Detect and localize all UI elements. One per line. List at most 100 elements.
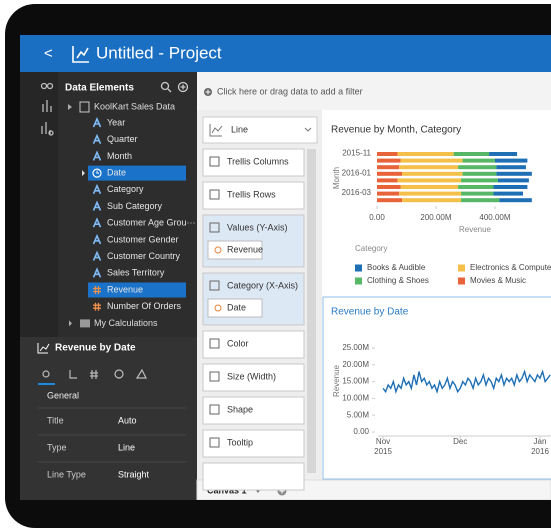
bar-segment [489, 152, 518, 156]
section-label: Category (X-Axis) [227, 280, 298, 290]
drop-target[interactable] [202, 396, 305, 425]
y-tick-label: 2016-03 [342, 188, 372, 197]
data-element[interactable]: Quarter [107, 134, 138, 144]
panel-tools[interactable] [160, 81, 189, 93]
bar-segment [400, 158, 463, 163]
back-button[interactable]: < [44, 45, 53, 62]
legend-swatch [355, 277, 362, 285]
section-label: Trellis Rows [227, 189, 276, 199]
bar-segment [377, 185, 401, 189]
line-viz-frame[interactable] [322, 296, 551, 480]
source-name: KoolKart Sales Data [94, 101, 175, 111]
bar-segment [493, 185, 528, 189]
filter-prompt[interactable]: Click here or drag data to add a filter [217, 86, 363, 96]
attribute-icon [92, 250, 102, 261]
folder-icon [80, 319, 90, 328]
property-value[interactable]: Auto [118, 415, 137, 425]
pill-label: Date [227, 302, 246, 312]
date-icon [92, 168, 102, 178]
data-element[interactable]: Customer Gender [107, 234, 179, 244]
drop-target[interactable] [202, 363, 305, 392]
data-element[interactable]: Date [107, 167, 126, 177]
property-value[interactable]: Line [118, 442, 135, 452]
bar-segment [462, 171, 497, 176]
attribute-icon [92, 233, 102, 245]
drop-target[interactable] [202, 148, 305, 177]
y-tick-label: 25.00M [342, 343, 369, 352]
y-tick-label: 0.00 [353, 427, 369, 436]
drop-target[interactable] [202, 429, 305, 458]
chart-type-select[interactable] [202, 116, 318, 144]
properties-title: Revenue by Date [55, 343, 136, 354]
property-name: Title [47, 415, 64, 425]
bar-segment [377, 158, 401, 163]
bar-segment [461, 191, 494, 196]
section-icon [209, 338, 220, 349]
data-element[interactable]: Customer Age Grou··· [107, 218, 196, 228]
y-tick-label: 15.00M [342, 377, 369, 386]
bar-segment [462, 158, 495, 163]
source-icon [79, 101, 90, 113]
section-icon [209, 371, 220, 382]
bar-segment [461, 198, 500, 203]
measure-icon [93, 286, 101, 294]
section-label: Color [227, 338, 249, 348]
data-element[interactable]: Number Of Orders [107, 301, 182, 311]
section-label: Values (Y-Axis) [227, 222, 288, 232]
bar-segment [494, 158, 528, 163]
section-label: Trellis Columns [227, 156, 289, 166]
drop-target[interactable] [202, 330, 305, 359]
tree-toggle[interactable] [68, 104, 72, 110]
section-icon [209, 156, 220, 167]
x-tick-label: 200.00M [420, 213, 451, 222]
section-icon [209, 222, 220, 233]
bar-segment [496, 165, 526, 170]
expand-arrow[interactable] [82, 170, 85, 177]
scrollbar[interactable] [307, 149, 316, 473]
property-value[interactable]: Straight [118, 469, 150, 479]
pill[interactable] [207, 298, 263, 318]
section-icon [209, 404, 220, 415]
data-panel-title: Data Elements [65, 83, 134, 94]
legend-label: Clothing & Shoes [367, 276, 429, 285]
header-bar [20, 35, 551, 72]
bar-segment [377, 198, 403, 203]
x-tick-label: 0.00 [369, 213, 385, 222]
selected-row [88, 165, 186, 181]
icon-strip-icons [40, 82, 54, 136]
property-tabs[interactable] [42, 368, 147, 379]
attribute-icon [92, 200, 102, 211]
data-element[interactable]: Customer Country [107, 251, 181, 261]
pill[interactable] [207, 240, 263, 260]
drop-target[interactable] [202, 181, 305, 210]
selected-row [88, 282, 186, 298]
bar-segment [496, 171, 532, 176]
legend-label: Movies & Music [470, 276, 526, 285]
bar-segment [377, 165, 400, 170]
legend-swatch [355, 264, 362, 272]
data-element[interactable]: Sub Category [107, 201, 163, 211]
bar-segment [377, 171, 403, 176]
data-element[interactable]: Year [107, 117, 125, 127]
legend-swatch [458, 264, 465, 272]
data-element[interactable]: Month [107, 151, 132, 161]
bar-segment [399, 191, 462, 196]
bar-segment [402, 171, 463, 176]
project-icon [72, 46, 89, 63]
bar-segment [458, 185, 494, 189]
bar-segment [461, 178, 498, 183]
bar-segment [497, 178, 529, 183]
x-tick-label: 2015 [374, 447, 392, 456]
chart-type: Line [231, 124, 248, 134]
data-element[interactable]: Sales Territory [107, 268, 165, 278]
y-tick-label: 10.00M [342, 394, 369, 403]
y-tick-label: 2015-11 [342, 149, 371, 158]
screen: < Untitled - Project Data Elements KoolK… [20, 35, 551, 500]
data-element[interactable]: Category [107, 184, 144, 194]
legend-label: Electronics & Computer [470, 263, 551, 272]
bar-segment [377, 152, 398, 156]
data-element[interactable]: Revenue [107, 284, 143, 294]
filter-bar[interactable] [197, 72, 551, 110]
date-icon-hands [96, 170, 99, 174]
